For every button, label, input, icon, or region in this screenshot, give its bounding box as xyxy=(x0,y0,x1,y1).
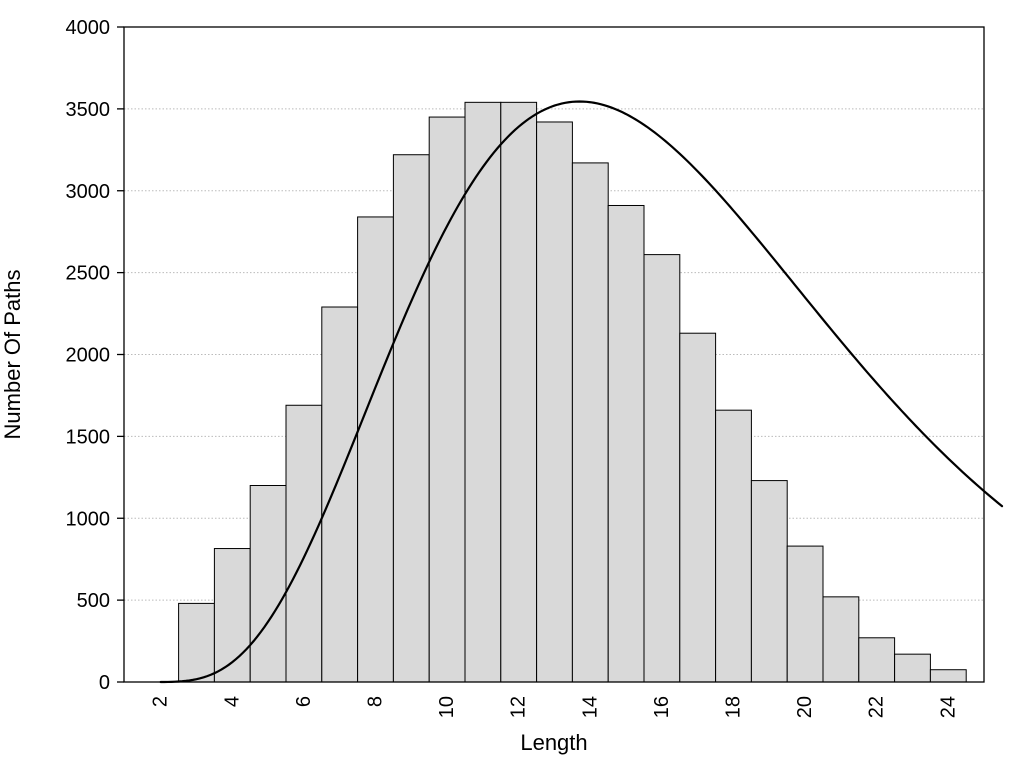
svg-text:1500: 1500 xyxy=(66,426,111,448)
svg-text:24: 24 xyxy=(937,696,959,718)
svg-text:18: 18 xyxy=(723,696,745,718)
svg-text:10: 10 xyxy=(436,696,458,718)
svg-text:16: 16 xyxy=(651,696,673,718)
svg-text:1000: 1000 xyxy=(66,508,111,530)
svg-text:2: 2 xyxy=(150,696,172,707)
svg-text:14: 14 xyxy=(579,696,601,718)
svg-text:12: 12 xyxy=(508,696,530,718)
svg-text:6: 6 xyxy=(293,696,315,707)
svg-text:2000: 2000 xyxy=(66,345,111,367)
svg-text:4: 4 xyxy=(221,696,243,707)
svg-text:4000: 4000 xyxy=(66,17,111,39)
svg-text:0: 0 xyxy=(99,672,110,694)
svg-text:3500: 3500 xyxy=(66,99,111,121)
svg-text:20: 20 xyxy=(794,696,816,718)
svg-text:22: 22 xyxy=(866,696,888,718)
svg-text:Length: Length xyxy=(520,730,587,755)
svg-text:500: 500 xyxy=(77,590,110,612)
svg-text:Number Of Paths: Number Of Paths xyxy=(0,270,25,440)
svg-text:8: 8 xyxy=(365,696,387,707)
svg-text:2500: 2500 xyxy=(66,263,111,285)
svg-text:3000: 3000 xyxy=(66,181,111,203)
